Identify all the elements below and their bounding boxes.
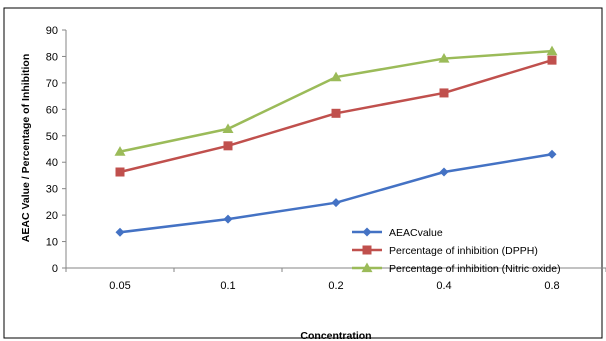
series-2: [115, 55, 557, 177]
x-tick-label: 0.8: [544, 280, 559, 292]
y-tick-label: 0: [52, 263, 58, 275]
data-point: [114, 146, 126, 156]
y-tick-label: 50: [46, 131, 58, 143]
data-point: [115, 167, 125, 177]
legend-marker: [361, 262, 373, 273]
series-1: [115, 149, 557, 237]
data-point: [115, 227, 125, 237]
data-point: [330, 71, 342, 82]
y-tick-label: 90: [46, 25, 58, 37]
y-tick-label: 70: [46, 78, 58, 90]
data-point: [547, 149, 557, 159]
data-point: [223, 141, 233, 151]
legend-label: Percentage of inhibition (Nitric oxide): [389, 263, 561, 275]
legend: AEACvalue Percentage of inhibition (DPPH)…: [352, 227, 561, 275]
data-point: [439, 167, 449, 177]
y-tick-label: 10: [46, 237, 58, 249]
series-3: [114, 45, 558, 156]
data-point: [439, 88, 449, 98]
y-tick-label: 40: [46, 157, 58, 169]
data-point: [546, 45, 558, 56]
legend-label: AEACvalue: [389, 227, 443, 239]
data-point: [547, 55, 557, 65]
data-point: [331, 198, 341, 208]
data-point: [331, 108, 341, 118]
y-tick-label: 20: [46, 210, 58, 222]
x-axis-title: Concentration: [300, 330, 371, 341]
x-tick-label: 0.4: [436, 280, 451, 292]
plot-axes: 0 10 20 30 40 50 60 70 80 90 0.05 0.1 0.2 0.4 0.8: [46, 25, 606, 292]
legend-label: Percentage of inhibition (DPPH): [389, 245, 538, 257]
y-tick-label: 80: [46, 51, 58, 63]
y-tick-label: 60: [46, 104, 58, 116]
data-point: [222, 123, 234, 134]
x-tick-label: 0.05: [109, 280, 130, 292]
x-tick-label: 0.1: [220, 280, 235, 292]
chart-border: [3, 7, 603, 339]
data-point: [438, 53, 450, 63]
y-axis-title: AEAC Value / Percentage of Inhibition: [20, 54, 32, 242]
series-layer: [114, 45, 558, 237]
legend-marker: [362, 245, 372, 255]
y-tick-label: 30: [46, 184, 58, 196]
data-point: [223, 214, 233, 224]
x-tick-label: 0.2: [328, 280, 343, 292]
legend-marker: [362, 227, 372, 237]
